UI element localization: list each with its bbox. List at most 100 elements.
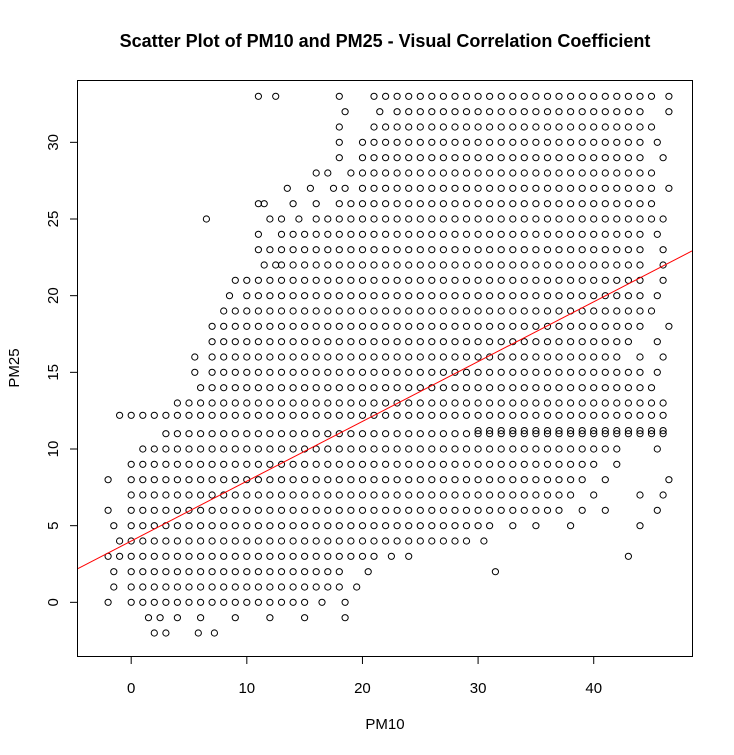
data-point <box>497 154 505 162</box>
data-point <box>462 537 471 545</box>
data-point <box>185 552 193 560</box>
data-point <box>509 476 517 484</box>
data-point <box>567 445 575 453</box>
data-point <box>624 108 633 116</box>
data-point <box>474 427 482 435</box>
data-point <box>370 123 378 131</box>
data-point <box>347 411 355 419</box>
data-point <box>647 169 656 177</box>
data-point <box>567 154 575 162</box>
data-point <box>474 338 482 346</box>
data-point <box>382 384 390 392</box>
data-point <box>358 307 367 315</box>
data-point <box>520 200 528 208</box>
data-point <box>567 261 575 269</box>
data-point <box>555 246 563 254</box>
data-point <box>243 430 251 438</box>
data-point <box>543 230 552 238</box>
data-point <box>312 230 320 238</box>
data-point <box>220 583 228 591</box>
x-tick-label: 40 <box>585 680 602 697</box>
data-point <box>590 445 598 453</box>
data-point <box>520 427 528 435</box>
data-point <box>347 338 355 346</box>
data-point <box>318 598 326 606</box>
data-point <box>347 261 355 269</box>
data-point <box>543 169 552 177</box>
data-point <box>567 169 575 177</box>
data-point <box>277 491 286 499</box>
data-point <box>601 384 609 392</box>
data-point <box>220 476 228 484</box>
data-point <box>590 200 598 208</box>
data-point <box>210 629 218 637</box>
data-point <box>532 276 540 284</box>
data-point <box>590 215 598 223</box>
data-point <box>393 537 401 545</box>
data-point <box>370 460 378 468</box>
data-point <box>509 368 517 376</box>
data-point <box>567 184 575 192</box>
data-point <box>254 200 262 208</box>
data-point <box>225 292 234 300</box>
data-point <box>405 491 413 499</box>
data-point <box>405 460 413 468</box>
data-point <box>613 353 621 361</box>
data-point <box>520 154 528 162</box>
data-point <box>220 445 228 453</box>
data-point <box>301 583 309 591</box>
data-point <box>647 123 656 131</box>
data-point <box>312 384 320 392</box>
data-point <box>289 399 297 407</box>
data-point <box>208 399 216 407</box>
data-point <box>301 598 309 606</box>
data-point <box>520 430 528 438</box>
data-point <box>636 184 644 192</box>
data-point <box>497 427 505 435</box>
data-point <box>162 629 170 637</box>
data-point <box>567 292 575 300</box>
data-point <box>659 246 667 254</box>
data-point <box>104 598 112 606</box>
data-point <box>543 108 552 116</box>
data-point <box>208 506 216 514</box>
data-point <box>324 215 332 223</box>
data-point <box>486 154 494 162</box>
data-point <box>428 92 436 100</box>
data-point <box>243 583 251 591</box>
data-point <box>173 476 181 484</box>
data-point <box>254 460 262 468</box>
data-point <box>601 169 609 177</box>
data-point <box>335 353 343 361</box>
data-point <box>324 552 332 560</box>
data-point <box>277 338 286 346</box>
data-point <box>405 184 413 192</box>
data-point <box>335 246 343 254</box>
data-point <box>231 568 239 576</box>
data-point <box>312 460 320 468</box>
data-point <box>254 476 262 484</box>
data-point <box>532 430 540 438</box>
data-point <box>659 411 667 419</box>
data-point <box>613 276 621 284</box>
data-point <box>520 460 528 468</box>
data-point <box>624 138 633 146</box>
data-point <box>289 491 297 499</box>
data-point <box>451 322 459 330</box>
data-point <box>532 338 540 346</box>
data-point <box>439 430 447 438</box>
data-point <box>382 215 390 223</box>
data-point <box>578 368 586 376</box>
data-point <box>324 583 332 591</box>
data-point <box>382 368 390 376</box>
data-point <box>497 184 505 192</box>
data-point <box>578 123 586 131</box>
data-point <box>601 430 609 438</box>
data-point <box>301 230 309 238</box>
data-point <box>347 384 355 392</box>
data-point <box>405 522 413 530</box>
data-point <box>405 552 413 560</box>
data-point <box>555 322 563 330</box>
data-point <box>254 338 262 346</box>
data-point <box>491 568 499 576</box>
